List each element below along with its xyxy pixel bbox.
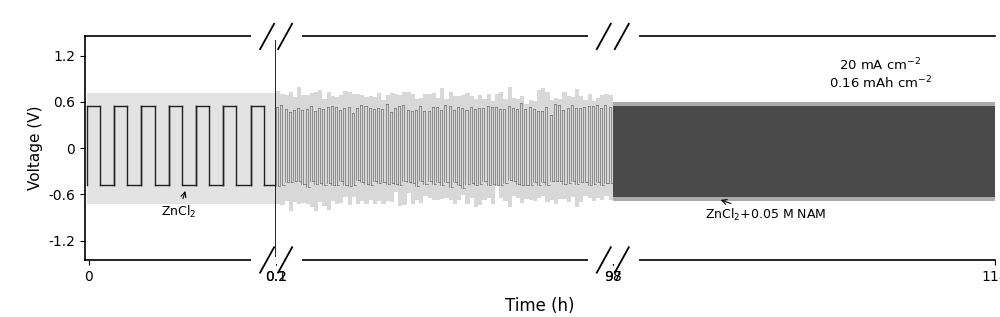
Text: ZnCl$_2$: ZnCl$_2$ [161, 192, 196, 220]
Text: Time (h): Time (h) [505, 297, 575, 315]
Text: ZnCl$_2$+0.05 M NAM: ZnCl$_2$+0.05 M NAM [705, 200, 826, 223]
Y-axis label: Voltage (V): Voltage (V) [28, 106, 43, 191]
Text: 20 mA cm$^{-2}$: 20 mA cm$^{-2}$ [839, 57, 921, 73]
Text: 0.16 mAh cm$^{-2}$: 0.16 mAh cm$^{-2}$ [829, 74, 932, 91]
